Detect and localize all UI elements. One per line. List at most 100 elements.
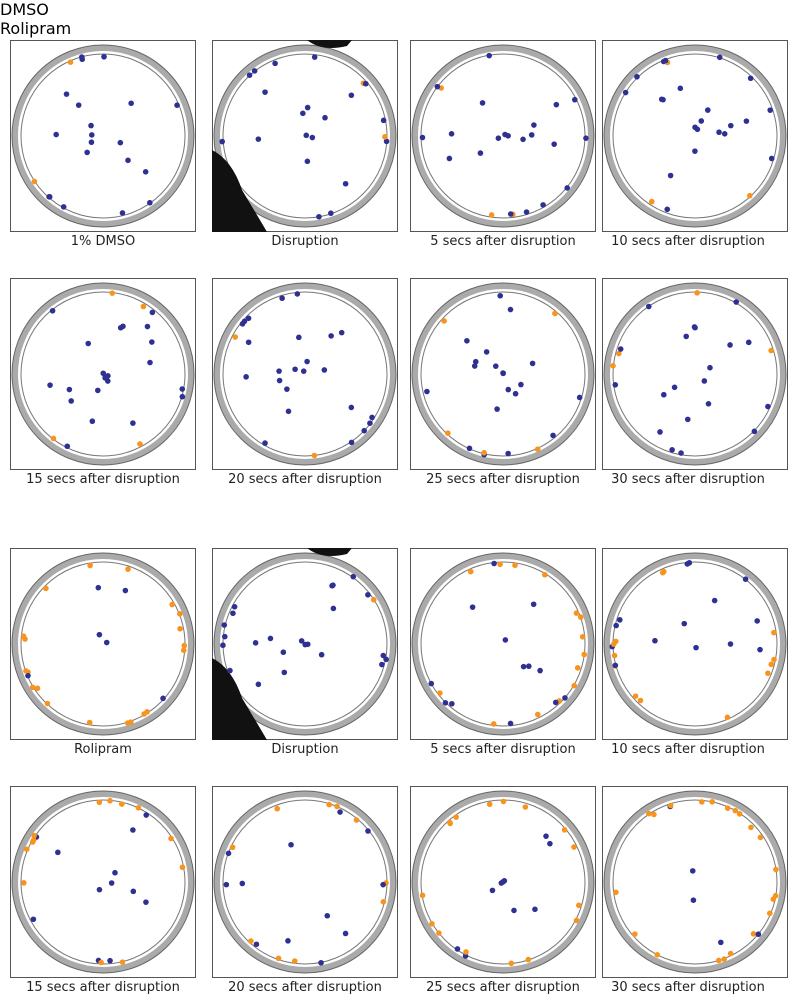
larva-dot [281, 649, 287, 655]
larva-dot [535, 446, 541, 452]
larva-dot [47, 194, 53, 200]
larva-dot [232, 334, 238, 340]
larva-dot [613, 663, 619, 669]
larva-dot [496, 135, 502, 141]
larva-dot [508, 721, 514, 727]
larva-dot [68, 398, 74, 404]
dish-image [212, 786, 398, 978]
larva-dot [547, 841, 553, 847]
larva-dot [100, 370, 106, 376]
larva-dot [382, 134, 388, 140]
larva-dot [467, 446, 473, 452]
larva-dot [529, 132, 535, 138]
larva-dot [505, 451, 511, 457]
larva-dot [758, 835, 764, 841]
larva-dot [130, 827, 136, 833]
dish-image [410, 786, 596, 978]
panel-caption: 30 secs after disruption [588, 472, 788, 487]
larva-dot [180, 394, 186, 400]
larva-dot [319, 652, 325, 658]
larva-dot [550, 433, 556, 439]
panel-caption: Rolipram [3, 742, 203, 757]
larva-dot [500, 879, 506, 885]
larva-dot [365, 828, 371, 834]
larva-dot [354, 817, 360, 823]
dish-image [410, 278, 596, 470]
larva-dot [318, 960, 324, 966]
larva-dot [381, 899, 387, 905]
larva-dot [256, 136, 262, 142]
larva-dot [337, 809, 343, 815]
larva-dot [334, 804, 340, 810]
larva-dot [177, 611, 183, 617]
larva-dot [771, 657, 777, 663]
larva-dot [219, 139, 225, 145]
larva-dot [531, 122, 537, 128]
larva-dot [304, 359, 310, 365]
larva-dot [718, 940, 724, 946]
larva-dot [331, 606, 337, 612]
larva-dot [486, 53, 492, 59]
larva-dot [694, 290, 700, 296]
larva-dot [765, 404, 771, 410]
larva-dot [109, 290, 115, 296]
larva-dot [610, 363, 616, 369]
larva-dot [281, 670, 287, 676]
larva-dot [145, 324, 151, 330]
larva-dot [580, 634, 586, 640]
larva-dot [728, 641, 734, 647]
larva-dot [490, 888, 496, 894]
larva-dot [180, 864, 186, 870]
larva-dot [125, 158, 131, 164]
larva-dot [143, 169, 149, 175]
larva-dot [276, 956, 282, 962]
larva-dot [747, 193, 753, 199]
larva-dot [51, 436, 57, 442]
larva-dot [511, 908, 517, 914]
larva-dot [274, 806, 280, 812]
larva-dot [463, 949, 469, 955]
larva-dot [613, 623, 619, 629]
larva-dot [491, 721, 497, 727]
larva-dot [305, 159, 311, 165]
larva-dot [693, 645, 699, 651]
larva-dot [727, 342, 733, 348]
panel-caption: 5 secs after disruption [403, 742, 603, 757]
larva-dot [222, 634, 228, 640]
panel-caption: 25 secs after disruption [403, 980, 603, 995]
larva-dot [67, 387, 73, 393]
larva-dot [302, 642, 308, 648]
larva-dot [489, 212, 495, 218]
larva-dot [343, 931, 349, 937]
larva-dot [276, 368, 282, 374]
larva-dot [562, 695, 568, 701]
larva-dot [526, 663, 532, 669]
larva-dot [692, 148, 698, 154]
larva-dot [668, 173, 674, 179]
larva-dot [285, 938, 291, 944]
larva-dot [367, 420, 373, 426]
larva-dot [500, 371, 506, 377]
dish-image [10, 40, 196, 232]
larva-dot [295, 291, 301, 297]
larva-dot [660, 570, 666, 576]
larva-dot [141, 711, 147, 717]
larva-dot [526, 957, 532, 963]
larva-dot [246, 315, 252, 321]
larva-dot [768, 348, 774, 354]
larva-dot [87, 563, 93, 569]
larva-dot [481, 450, 487, 456]
larva-dot [31, 916, 37, 922]
larva-dot [540, 202, 546, 208]
larva-dot [633, 693, 639, 699]
larva-dot [437, 690, 443, 696]
larva-dot [685, 417, 691, 423]
larva-dot [23, 668, 29, 674]
larva-dot [576, 903, 582, 909]
larva-dot [292, 366, 298, 372]
larva-dot [445, 430, 451, 436]
larva-dot [369, 415, 375, 421]
larva-dot [505, 387, 511, 393]
larva-dot [50, 308, 56, 314]
larva-dot [632, 931, 638, 937]
